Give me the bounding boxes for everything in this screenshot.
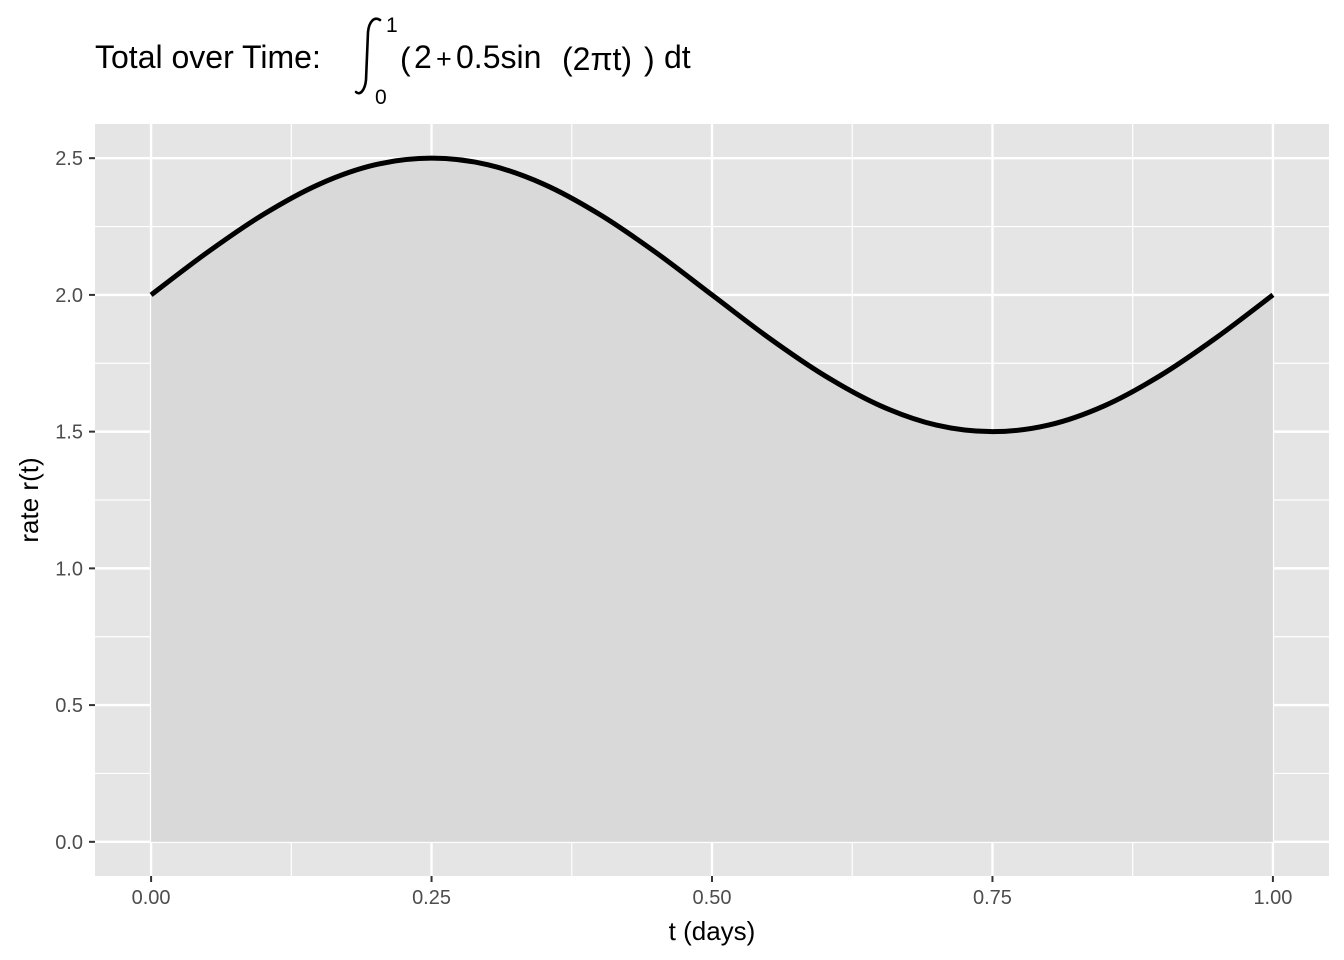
chart-title: Total over Time: 1 0 ( 2 + 0.5sin (2πt) … bbox=[95, 14, 691, 109]
integral-lower-limit: 0 bbox=[375, 86, 387, 109]
y-axis-tick-labels: 0.0 0.5 1.0 1.5 2.0 2.5 bbox=[55, 148, 83, 854]
integral-sign-icon bbox=[354, 17, 382, 95]
x-tick-label: 0.75 bbox=[973, 887, 1012, 909]
x-tick-label: 0.50 bbox=[693, 887, 732, 909]
y-tick-label: 0.0 bbox=[55, 832, 83, 854]
title-plus: + bbox=[436, 44, 452, 74]
title-sin-term: 0.5sin bbox=[456, 39, 541, 75]
x-axis-tick-labels: 0.00 0.25 0.50 0.75 1.00 bbox=[132, 887, 1293, 909]
y-tick-label: 1.0 bbox=[55, 558, 83, 580]
x-axis-ticks bbox=[150, 876, 1274, 882]
title-sin-arg: (2πt) bbox=[562, 41, 632, 77]
y-tick-label: 1.5 bbox=[55, 422, 83, 444]
y-tick-label: 2.5 bbox=[55, 148, 83, 170]
y-axis-ticks bbox=[89, 157, 95, 843]
x-axis-title: t (days) bbox=[669, 916, 756, 946]
y-axis-title: rate r(t) bbox=[14, 457, 44, 542]
title-paren-open: ( bbox=[400, 41, 411, 77]
x-tick-label: 0.25 bbox=[412, 887, 451, 909]
x-tick-label: 1.00 bbox=[1253, 887, 1292, 909]
integral-upper-limit: 1 bbox=[386, 14, 398, 37]
area-fill bbox=[151, 158, 1273, 842]
title-paren-close: ) bbox=[644, 41, 655, 77]
title-term-2: 2 bbox=[414, 39, 432, 75]
title-prefix: Total over Time: bbox=[95, 39, 321, 75]
series-line bbox=[149, 155, 1275, 435]
y-tick-label: 2.0 bbox=[55, 285, 83, 307]
y-tick-label: 0.5 bbox=[55, 695, 83, 717]
x-tick-label: 0.00 bbox=[132, 887, 171, 909]
title-dt: dt bbox=[664, 39, 691, 75]
